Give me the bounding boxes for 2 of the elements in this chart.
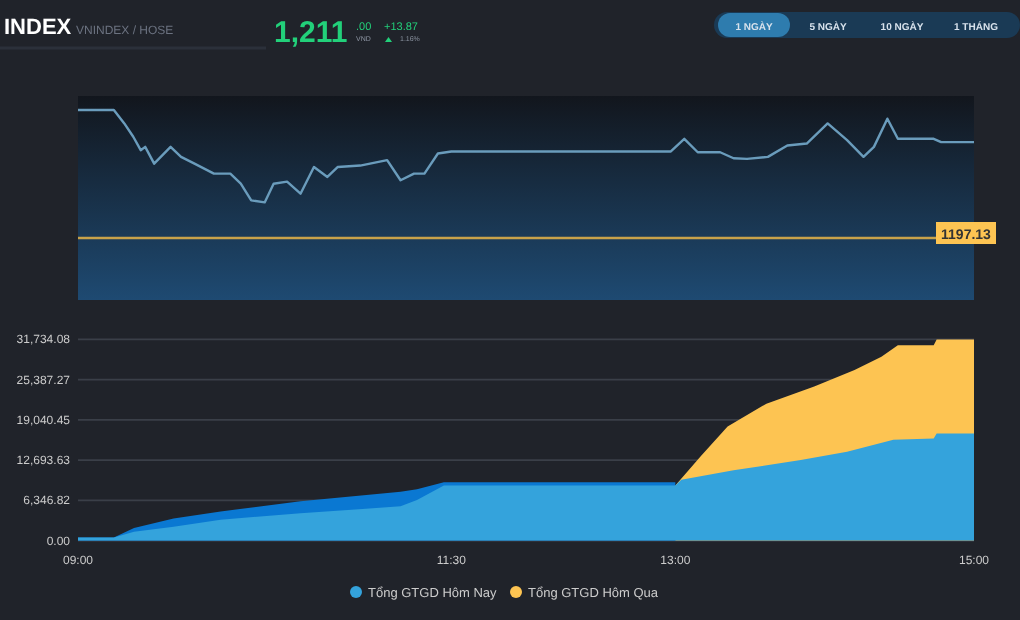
chart-title: INDEX xyxy=(4,16,73,40)
text: 1,211 xyxy=(274,16,348,50)
